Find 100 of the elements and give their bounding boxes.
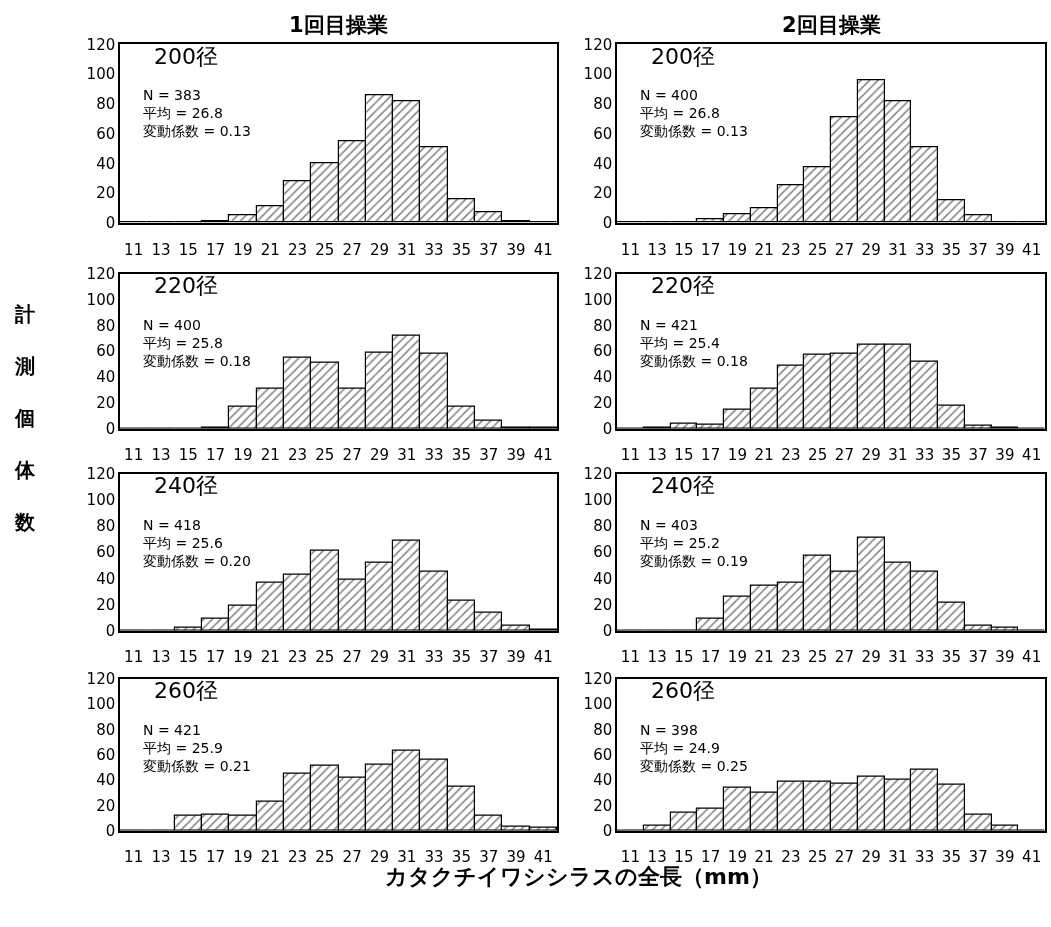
y-tick-label: 100 <box>86 65 116 84</box>
x-tick-label: 29 <box>369 240 390 259</box>
x-tick-label: 19 <box>727 848 747 867</box>
x-tick-label: 21 <box>260 240 280 259</box>
x-tick-label: 21 <box>754 446 774 465</box>
annotation: 変動係数 = 0.25 <box>640 758 748 775</box>
x-tick-label: 17 <box>701 240 721 259</box>
x-tick-label: 19 <box>233 848 253 867</box>
x-tick-label: 41 <box>1022 240 1042 259</box>
y-tick-label: 60 <box>96 342 116 361</box>
x-tick-label: 29 <box>861 848 881 867</box>
y-tick-label: 20 <box>593 796 613 815</box>
x-tick-label: 39 <box>995 648 1015 667</box>
x-tick-label: 35 <box>941 240 961 259</box>
x-tick-label: 39 <box>995 446 1015 465</box>
y-tick-label: 120 <box>86 465 116 484</box>
annotation: 変動係数 = 0.13 <box>143 123 251 140</box>
x-tick-label: 39 <box>506 648 526 667</box>
x-tick-label: 11 <box>620 848 640 867</box>
x-tick-label: 19 <box>727 240 747 259</box>
x-tick-label: 15 <box>178 648 198 667</box>
chart-title: 260径 <box>651 678 715 703</box>
x-tick-label: 11 <box>620 240 640 259</box>
x-tick-label: 37 <box>968 848 988 867</box>
y-tick-label: 0 <box>105 419 116 438</box>
chart-title: 220径 <box>154 273 218 298</box>
x-tick-label: 27 <box>342 240 362 259</box>
y-tick-label: 20 <box>96 796 116 815</box>
annotation: 平均 = 24.9 <box>640 740 720 757</box>
annotation: 平均 = 25.2 <box>640 535 720 552</box>
y-tick-label: 80 <box>96 720 116 739</box>
y-tick-label: 0 <box>602 621 613 640</box>
x-tick-label: 29 <box>369 648 390 667</box>
y-tick-label: 20 <box>96 394 116 413</box>
y-tick-label: 0 <box>602 214 613 233</box>
x-tick-label: 27 <box>834 848 854 867</box>
x-tick-label: 31 <box>397 446 417 465</box>
x-tick-label: 15 <box>674 446 694 465</box>
x-tick-label: 41 <box>1022 648 1042 667</box>
text: 計測個体数 <box>15 302 35 534</box>
x-tick-label: 25 <box>808 848 828 867</box>
x-axis-title: カタクチイワシシラスの全長（mm） <box>385 864 772 889</box>
y-tick-label: 40 <box>96 771 116 790</box>
x-tick-label: 37 <box>479 848 499 867</box>
x-tick-label: 17 <box>701 648 721 667</box>
y-tick-label: 80 <box>593 720 613 739</box>
x-tick-label: 23 <box>287 240 308 259</box>
x-tick-label: 35 <box>941 848 961 867</box>
y-tick-label: 120 <box>583 669 613 688</box>
x-tick-label: 23 <box>287 648 308 667</box>
y-tick-label: 80 <box>96 316 116 335</box>
x-tick-label: 21 <box>260 648 280 667</box>
x-tick-label: 33 <box>915 848 935 867</box>
x-tick-label: 17 <box>701 446 721 465</box>
x-tick-label: 39 <box>995 848 1015 867</box>
x-tick-label: 13 <box>151 446 171 465</box>
x-tick-label: 11 <box>620 648 640 667</box>
x-tick-label: 15 <box>674 648 694 667</box>
x-tick-label: 37 <box>479 446 499 465</box>
x-tick-label: 31 <box>397 648 417 667</box>
x-tick-label: 23 <box>781 240 801 259</box>
x-tick-label: 19 <box>233 240 253 259</box>
x-tick-label: 35 <box>451 446 471 465</box>
y-tick-label: 80 <box>96 517 116 536</box>
x-tick-label: 29 <box>861 240 881 259</box>
chart-title: 240径 <box>154 473 218 498</box>
y-tick-label: 0 <box>602 419 613 438</box>
annotation: 変動係数 = 0.21 <box>143 758 251 775</box>
y-tick-label: 100 <box>86 695 116 714</box>
x-tick-label: 13 <box>647 446 667 465</box>
y-tick-label: 100 <box>583 290 613 309</box>
x-tick-label: 37 <box>479 648 499 667</box>
annotation: 変動係数 = 0.13 <box>640 123 748 140</box>
x-tick-label: 31 <box>888 648 908 667</box>
x-tick-label: 35 <box>941 648 961 667</box>
x-tick-label: 11 <box>124 446 144 465</box>
y-tick-label: 20 <box>593 394 613 413</box>
x-tick-label: 37 <box>968 240 988 259</box>
x-tick-label: 33 <box>915 648 935 667</box>
x-tick-label: 21 <box>754 240 774 259</box>
y-tick-label: 100 <box>583 491 613 510</box>
x-tick-label: 33 <box>424 848 444 867</box>
annotation: 変動係数 = 0.19 <box>640 553 748 570</box>
y-tick-label: 60 <box>96 543 116 562</box>
x-tick-label: 17 <box>701 848 721 867</box>
x-tick-label: 21 <box>754 648 774 667</box>
y-tick-label: 20 <box>593 595 613 614</box>
x-tick-label: 29 <box>861 648 881 667</box>
chart-title: 240径 <box>651 473 715 498</box>
x-tick-label: 27 <box>342 648 362 667</box>
x-tick-label: 23 <box>781 848 801 867</box>
y-tick-label: 20 <box>593 184 613 203</box>
x-tick-label: 25 <box>315 848 335 867</box>
y-tick-label: 60 <box>593 124 613 143</box>
x-tick-label: 13 <box>647 240 667 259</box>
x-tick-label: 15 <box>674 848 694 867</box>
x-tick-label: 27 <box>342 848 362 867</box>
text: 1回目操業 <box>289 13 388 37</box>
y-tick-label: 120 <box>583 265 613 284</box>
x-tick-label: 25 <box>315 446 335 465</box>
